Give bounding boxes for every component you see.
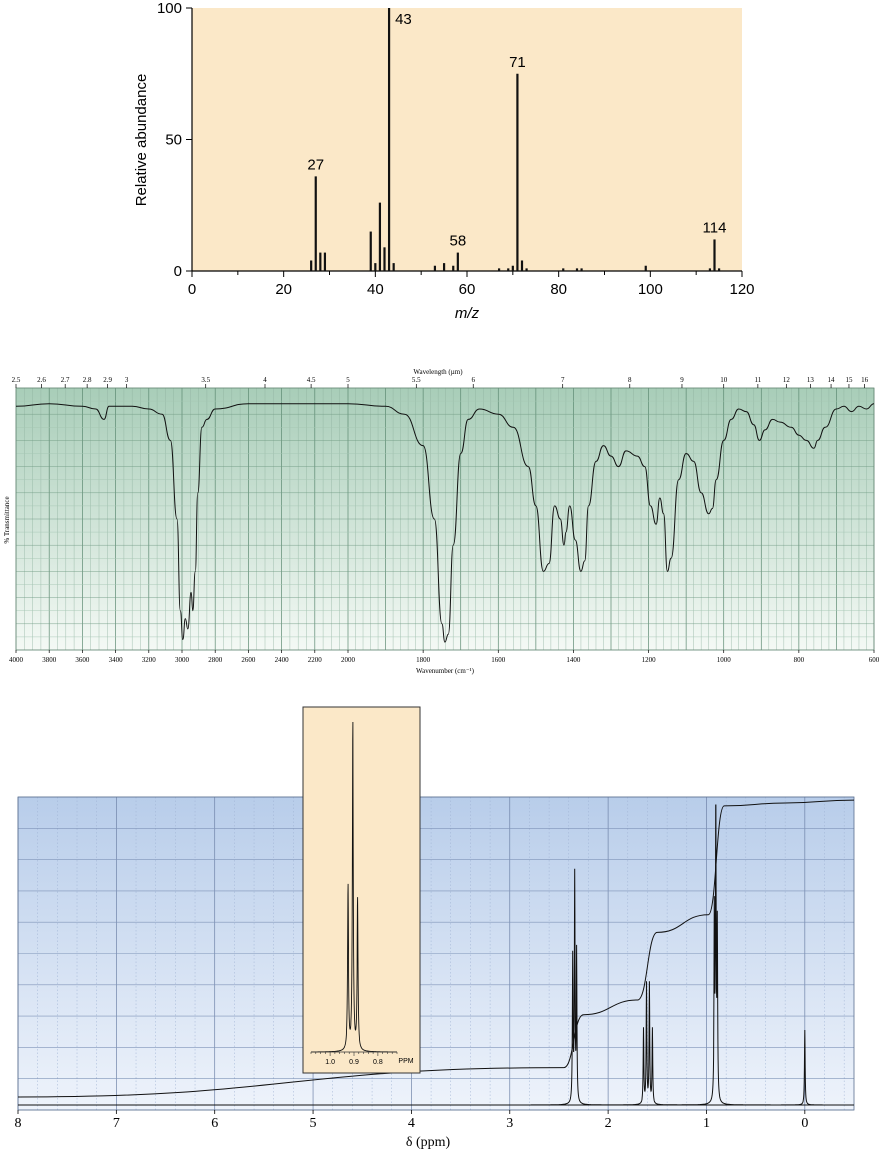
ms-y-tick-label: 50 xyxy=(165,132,182,149)
ir-wavenumber-tick-label: 800 xyxy=(794,656,805,664)
ms-x-tick-label: 20 xyxy=(275,281,292,298)
ir-wavelength-tick-label: 8 xyxy=(628,376,632,384)
nmr-inset-tick-label: 0.9 xyxy=(349,1059,359,1066)
ir-ylabel: % Transmittance xyxy=(3,496,11,543)
ir-wavenumber-tick-label: 600 xyxy=(869,656,880,664)
ir-wavelength-tick-label: 6 xyxy=(471,376,475,384)
nmr-spectrum: 8 7 6 5 4 3 2 1 0 δ (ppm) 1.0 0.9 0.8 PPM xyxy=(15,706,855,1150)
ir-wavenumber-tick-label: 1200 xyxy=(642,656,657,664)
ir-wavenumber-tick-label: 1000 xyxy=(717,656,732,664)
ms-y-tick-label: 0 xyxy=(174,263,182,280)
nmr-x-tick-label: 3 xyxy=(506,1116,513,1131)
ir-wavenumber-tick-label: 4000 xyxy=(9,656,24,664)
ir-transmittance-trace xyxy=(15,403,875,643)
ir-wavelength-tick-label: 15 xyxy=(845,376,853,384)
ir-wavelength-tick-label: 2.6 xyxy=(37,376,46,384)
ir-wavelength-tick-label: 14 xyxy=(828,376,836,384)
nmr-x-tick-label: 2 xyxy=(605,1116,612,1131)
nmr-x-tick-label: 7 xyxy=(113,1116,120,1131)
ir-wavelength-tick-label: 11 xyxy=(754,376,761,384)
ir-wavelength-tick-label: 3 xyxy=(125,376,129,384)
ms-x-tick-label: 40 xyxy=(367,281,384,298)
ir-wavelength-title: Wavelength (µm) xyxy=(413,368,463,376)
ms-peak-label: 58 xyxy=(449,233,466,250)
ir-wavenumber-tick-label: 1600 xyxy=(491,656,506,664)
ir-wavenumber-tick-label: 1800 xyxy=(416,656,431,664)
ir-wavenumber-tick-label: 2600 xyxy=(241,656,256,664)
ir-wavelength-tick-label: 4 xyxy=(263,376,267,384)
ir-wavelength-tick-label: 3.5 xyxy=(201,376,210,384)
ir-wavelength-tick-label: 5.5 xyxy=(412,376,421,384)
ir-wavenumber-tick-label: 3600 xyxy=(75,656,90,664)
ir-wavenumber-tick-label: 3000 xyxy=(175,656,190,664)
nmr-inset-tick-label: 1.0 xyxy=(325,1059,335,1066)
ir-wavelength-tick-label: 2.8 xyxy=(83,376,92,384)
ms-y-tick-label: 100 xyxy=(157,0,182,17)
ms-peak-label: 71 xyxy=(509,54,526,71)
ir-wavenumber-tick-label: 2000 xyxy=(341,656,356,664)
ir-frame xyxy=(15,387,875,651)
ms-peak-label: 43 xyxy=(395,11,412,28)
ms-ylabel: Relative abundance xyxy=(133,74,150,207)
nmr-x-tick-label: 8 xyxy=(15,1116,22,1131)
nmr-xlabel: δ (ppm) xyxy=(406,1135,451,1150)
ms-peak-label: 27 xyxy=(307,156,324,173)
ir-wavelength-tick-label: 2.5 xyxy=(12,376,21,384)
nmr-inset-unit: PPM xyxy=(398,1058,413,1065)
ms-x-tick-label: 0 xyxy=(188,281,196,298)
ir-wavelength-tick-label: 2.9 xyxy=(103,376,112,384)
ir-wavenumber-tick-label: 3400 xyxy=(109,656,124,664)
ms-peak-label: 114 xyxy=(703,219,727,236)
ir-wavelength-tick-label: 10 xyxy=(720,376,728,384)
ir-xlabel: Wavenumber (cm⁻¹) xyxy=(416,667,475,675)
ir-wavelength-tick-label: 4.5 xyxy=(307,376,316,384)
nmr-inset: 1.0 0.9 0.8 PPM xyxy=(302,706,421,1074)
ms-xlabel: m/z xyxy=(455,305,480,322)
ir-wavenumber-tick-label: 3800 xyxy=(42,656,57,664)
mass-spectrum: 0 20 40 60 80 100 120 0 50 100 27 43 58 71 114 Relati… xyxy=(133,0,755,322)
nmr-integration-curve xyxy=(17,799,855,1098)
nmr-frame xyxy=(17,796,855,1111)
ir-wavelength-tick-label: 12 xyxy=(783,376,791,384)
ms-x-tick-label: 120 xyxy=(729,281,754,298)
ir-wavelength-tick-label: 16 xyxy=(861,376,869,384)
nmr-x-tick-label: 4 xyxy=(408,1116,415,1131)
ir-spectrum: Wavelength (µm) 2.5 2.6 2.7 2.8 2.9 3 3.5 4 4.5 5… xyxy=(3,368,880,675)
ir-wavelength-tick-label: 5 xyxy=(346,376,350,384)
ms-x-tick-label: 100 xyxy=(638,281,663,298)
ir-wavelength-tick-label: 7 xyxy=(561,376,565,384)
nmr-inset-tick-label: 0.8 xyxy=(373,1059,383,1066)
ms-x-tick-label: 60 xyxy=(459,281,476,298)
nmr-x-tick-label: 0 xyxy=(801,1116,808,1131)
ir-wavenumber-tick-label: 2800 xyxy=(208,656,223,664)
ir-wavelength-tick-label: 13 xyxy=(807,376,815,384)
ir-wavenumber-tick-label: 3200 xyxy=(142,656,157,664)
ms-plot-area xyxy=(192,8,742,271)
ir-wavenumber-tick-label: 2200 xyxy=(308,656,323,664)
ms-x-tick-label: 80 xyxy=(550,281,567,298)
ir-wavelength-tick-label: 2.7 xyxy=(61,376,70,384)
ir-wavenumber-tick-label: 1400 xyxy=(566,656,581,664)
nmr-x-tick-label: 1 xyxy=(703,1116,710,1131)
nmr-x-tick-label: 6 xyxy=(211,1116,218,1131)
nmr-x-tick-label: 5 xyxy=(310,1116,317,1131)
nmr-inset-panel xyxy=(302,706,421,1074)
ir-wavenumber-tick-label: 2400 xyxy=(275,656,290,664)
ir-wavelength-tick-label: 9 xyxy=(680,376,684,384)
